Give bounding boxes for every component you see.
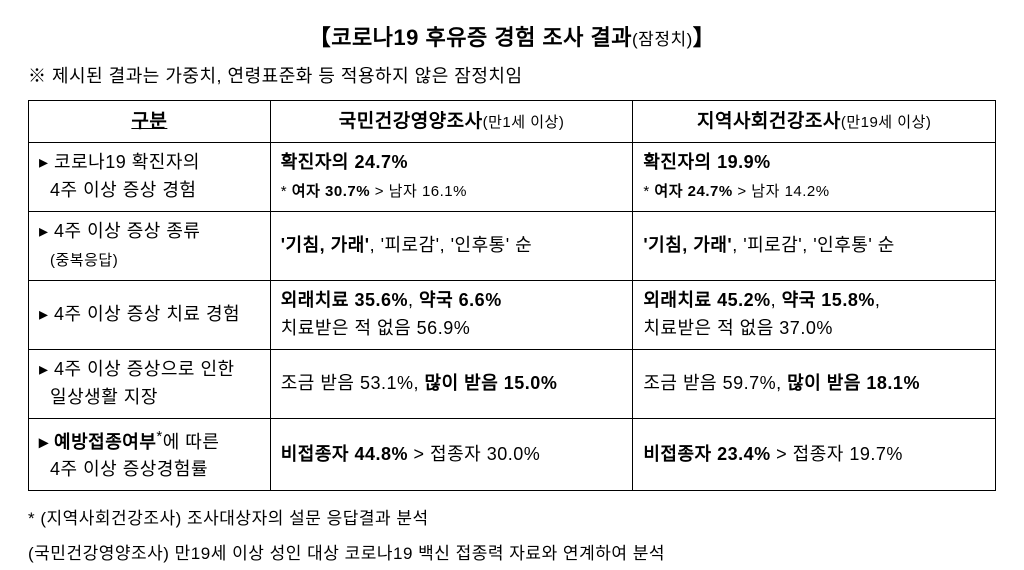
text: , xyxy=(408,290,419,310)
table-row: ▸ 예방접종여부*에 따른 4주 이상 증상경험률 비접종자 44.8% > 접… xyxy=(29,418,996,491)
cell-bold: '기침, 가래' xyxy=(643,235,732,255)
cell: 조금 받음 59.7%, 많이 받음 18.1% xyxy=(633,349,996,418)
text: > 남자 14.2% xyxy=(733,183,830,200)
header-col3-main: 지역사회건강조사 xyxy=(697,111,841,132)
text: 조금 받음 53.1%, xyxy=(281,373,425,393)
title-close: 】 xyxy=(693,25,716,50)
table-row: ▸ 4주 이상 증상으로 인한 일상생활 지장 조금 받음 53.1%, 많이 … xyxy=(29,349,996,418)
cell: 비접종자 44.8% > 접종자 30.0% xyxy=(270,418,633,491)
row-label-l2: 일상생활 지장 xyxy=(50,387,158,407)
row-label-l2: 4주 이상 증상경험률 xyxy=(50,459,208,479)
text: > 남자 16.1% xyxy=(370,183,467,200)
cell-bold: 많이 받음 18.1% xyxy=(787,373,920,393)
cell: 확진자의 24.7% * 여자 30.7% > 남자 16.1% xyxy=(270,143,633,212)
title-main: 【코로나19 후유증 경험 조사 결과 xyxy=(309,25,632,50)
results-table: 구분 국민건강영양조사(만1세 이상) 지역사회건강조사(만19세 이상) ▸ … xyxy=(28,100,996,491)
text: 치료받은 적 없음 37.0% xyxy=(643,318,832,338)
header-col3-sub: (만19세 이상) xyxy=(841,114,932,131)
text-bold: 여자 24.7% xyxy=(654,183,732,200)
text: 조금 받음 59.7%, xyxy=(643,373,787,393)
text: > 접종자 19.7% xyxy=(771,444,903,464)
row-label: ▸ 4주 이상 증상 치료 경험 xyxy=(29,281,271,350)
table-row: ▸ 4주 이상 증상 종류 (중복응답) '기침, 가래', '피로감', '인… xyxy=(29,212,996,281)
text: 치료받은 적 없음 56.9% xyxy=(281,318,470,338)
row-label-bold: ▸ 예방접종여부 xyxy=(39,432,156,452)
title-sub: (잠정치) xyxy=(632,30,693,49)
cell-bold: 약국 6.6% xyxy=(419,290,502,310)
text: > 접종자 30.0% xyxy=(408,444,540,464)
header-category: 구분 xyxy=(29,101,271,143)
cell-bold: 비접종자 23.4% xyxy=(643,444,770,464)
text: * xyxy=(643,183,654,200)
text: , xyxy=(771,290,782,310)
row-label-l2: (중복응답) xyxy=(50,252,118,269)
cell-bold: 외래치료 45.2% xyxy=(643,290,770,310)
header-col2-sub: (만1세 이상) xyxy=(483,114,565,131)
row-label: ▸ 4주 이상 증상 종류 (중복응답) xyxy=(29,212,271,281)
cell-bold: 약국 15.8% xyxy=(782,290,875,310)
table-row: ▸ 4주 이상 증상 치료 경험 외래치료 35.6%, 약국 6.6% 치료받… xyxy=(29,281,996,350)
row-label: ▸ 4주 이상 증상으로 인한 일상생활 지장 xyxy=(29,349,271,418)
text: , xyxy=(875,290,881,310)
row-label-l1: ▸ 4주 이상 증상 치료 경험 xyxy=(39,304,240,324)
header-col3: 지역사회건강조사(만19세 이상) xyxy=(633,101,996,143)
row-label-l1: ▸ 코로나19 확진자의 xyxy=(39,152,200,172)
cell-bold: '기침, 가래' xyxy=(281,235,370,255)
cell-sub: * 여자 24.7% > 남자 14.2% xyxy=(643,183,829,200)
cell: 외래치료 45.2%, 약국 15.8%, 치료받은 적 없음 37.0% xyxy=(633,281,996,350)
table-row: ▸ 코로나19 확진자의 4주 이상 증상 경험 확진자의 24.7% * 여자… xyxy=(29,143,996,212)
row-label: ▸ 예방접종여부*에 따른 4주 이상 증상경험률 xyxy=(29,418,271,491)
cell: 확진자의 19.9% * 여자 24.7% > 남자 14.2% xyxy=(633,143,996,212)
text: * xyxy=(281,183,292,200)
document-title: 【코로나19 후유증 경험 조사 결과(잠정치)】 xyxy=(28,20,996,52)
cell-bold: 외래치료 35.6% xyxy=(281,290,408,310)
cell: '기침, 가래', '피로감', '인후통' 순 xyxy=(270,212,633,281)
cell-bold: 비접종자 44.8% xyxy=(281,444,408,464)
cell-bold: 확진자의 24.7% xyxy=(281,152,408,172)
footnote-2: (국민건강영양조사) 만19세 이상 성인 대상 코로나19 백신 접종력 자료… xyxy=(28,538,996,570)
footnotes: * (지역사회건강조사) 조사대상자의 설문 응답결과 분석 (국민건강영양조사… xyxy=(28,503,996,570)
text: 에 따른 xyxy=(163,432,220,452)
text: , '피로감', '인후통' 순 xyxy=(370,235,533,255)
cell: 조금 받음 53.1%, 많이 받음 15.0% xyxy=(270,349,633,418)
cell: 비접종자 23.4% > 접종자 19.7% xyxy=(633,418,996,491)
cell-bold: 확진자의 19.9% xyxy=(643,152,770,172)
cell: '기침, 가래', '피로감', '인후통' 순 xyxy=(633,212,996,281)
table-header-row: 구분 국민건강영양조사(만1세 이상) 지역사회건강조사(만19세 이상) xyxy=(29,101,996,143)
text: , '피로감', '인후통' 순 xyxy=(732,235,895,255)
row-label-l1: ▸ 4주 이상 증상으로 인한 xyxy=(39,359,235,379)
row-label: ▸ 코로나19 확진자의 4주 이상 증상 경험 xyxy=(29,143,271,212)
text-bold: 여자 30.7% xyxy=(292,183,370,200)
cell: 외래치료 35.6%, 약국 6.6% 치료받은 적 없음 56.9% xyxy=(270,281,633,350)
footnote-1: * (지역사회건강조사) 조사대상자의 설문 응답결과 분석 xyxy=(28,503,996,535)
header-col2-main: 국민건강영양조사 xyxy=(339,111,483,132)
row-label-l2: 4주 이상 증상 경험 xyxy=(50,180,196,200)
header-col2: 국민건강영양조사(만1세 이상) xyxy=(270,101,633,143)
cell-sub: * 여자 30.7% > 남자 16.1% xyxy=(281,183,467,200)
cell-bold: 많이 받음 15.0% xyxy=(425,373,558,393)
row-label-l1: ▸ 4주 이상 증상 종류 xyxy=(39,221,200,241)
top-note: ※ 제시된 결과는 가중치, 연령표준화 등 적용하지 않은 잠정치임 xyxy=(28,62,996,88)
